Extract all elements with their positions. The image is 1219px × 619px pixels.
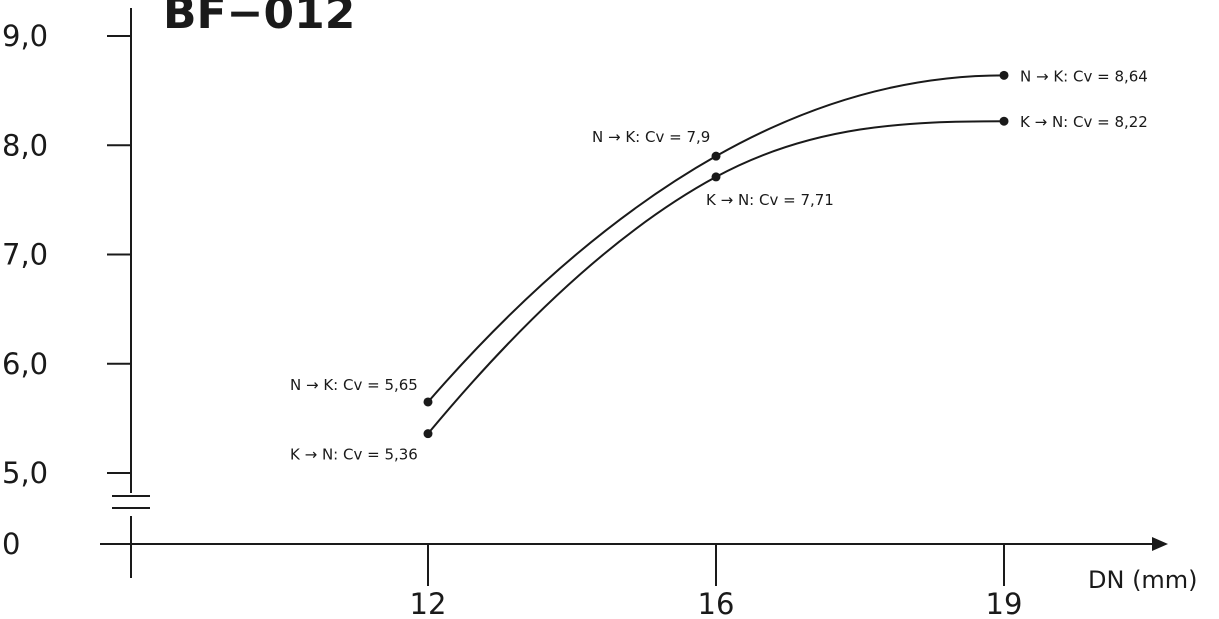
y-tick-label: 7,0 <box>2 238 48 272</box>
data-label: K → N: Cv = 7,71 <box>706 191 834 209</box>
series-line <box>427 120 1005 435</box>
data-point <box>711 151 721 161</box>
x-tick-label: 16 <box>698 587 735 619</box>
y-tick-label: 0 <box>2 527 20 561</box>
y-tick-label: 9,0 <box>2 19 48 53</box>
data-label: K → N: Cv = 5,36 <box>290 446 418 464</box>
y-tick-label: 6,0 <box>2 347 48 381</box>
data-point <box>999 116 1009 126</box>
x-tick-label: 12 <box>410 587 447 619</box>
data-point <box>711 172 721 182</box>
data-label: N → K: Cv = 7,9 <box>592 128 710 146</box>
x-axis-title: DN (mm) <box>1088 566 1198 594</box>
data-label: K → N: Cv = 8,22 <box>1020 113 1148 131</box>
data-label: N → K: Cv = 5,65 <box>290 376 418 394</box>
data-point <box>423 429 433 439</box>
data-point <box>423 397 433 407</box>
x-axis-arrow <box>1152 537 1168 551</box>
axis-ticks: 0 5,0 6,0 7,0 8,0 9,0 12 16 19 <box>2 19 1022 619</box>
data-point <box>999 70 1009 80</box>
data-points <box>423 70 1009 439</box>
data-label: N → K: Cv = 8,64 <box>1020 67 1148 85</box>
series-curves <box>427 74 1005 435</box>
data-labels: N → K: Cv = 5,65 N → K: Cv = 7,9 N → K: Cv… <box>290 67 1148 463</box>
y-tick-label: 5,0 <box>2 456 48 490</box>
chart-title: BF−012 <box>163 0 355 39</box>
y-tick-label: 8,0 <box>2 128 48 162</box>
x-tick-label: 19 <box>986 587 1023 619</box>
